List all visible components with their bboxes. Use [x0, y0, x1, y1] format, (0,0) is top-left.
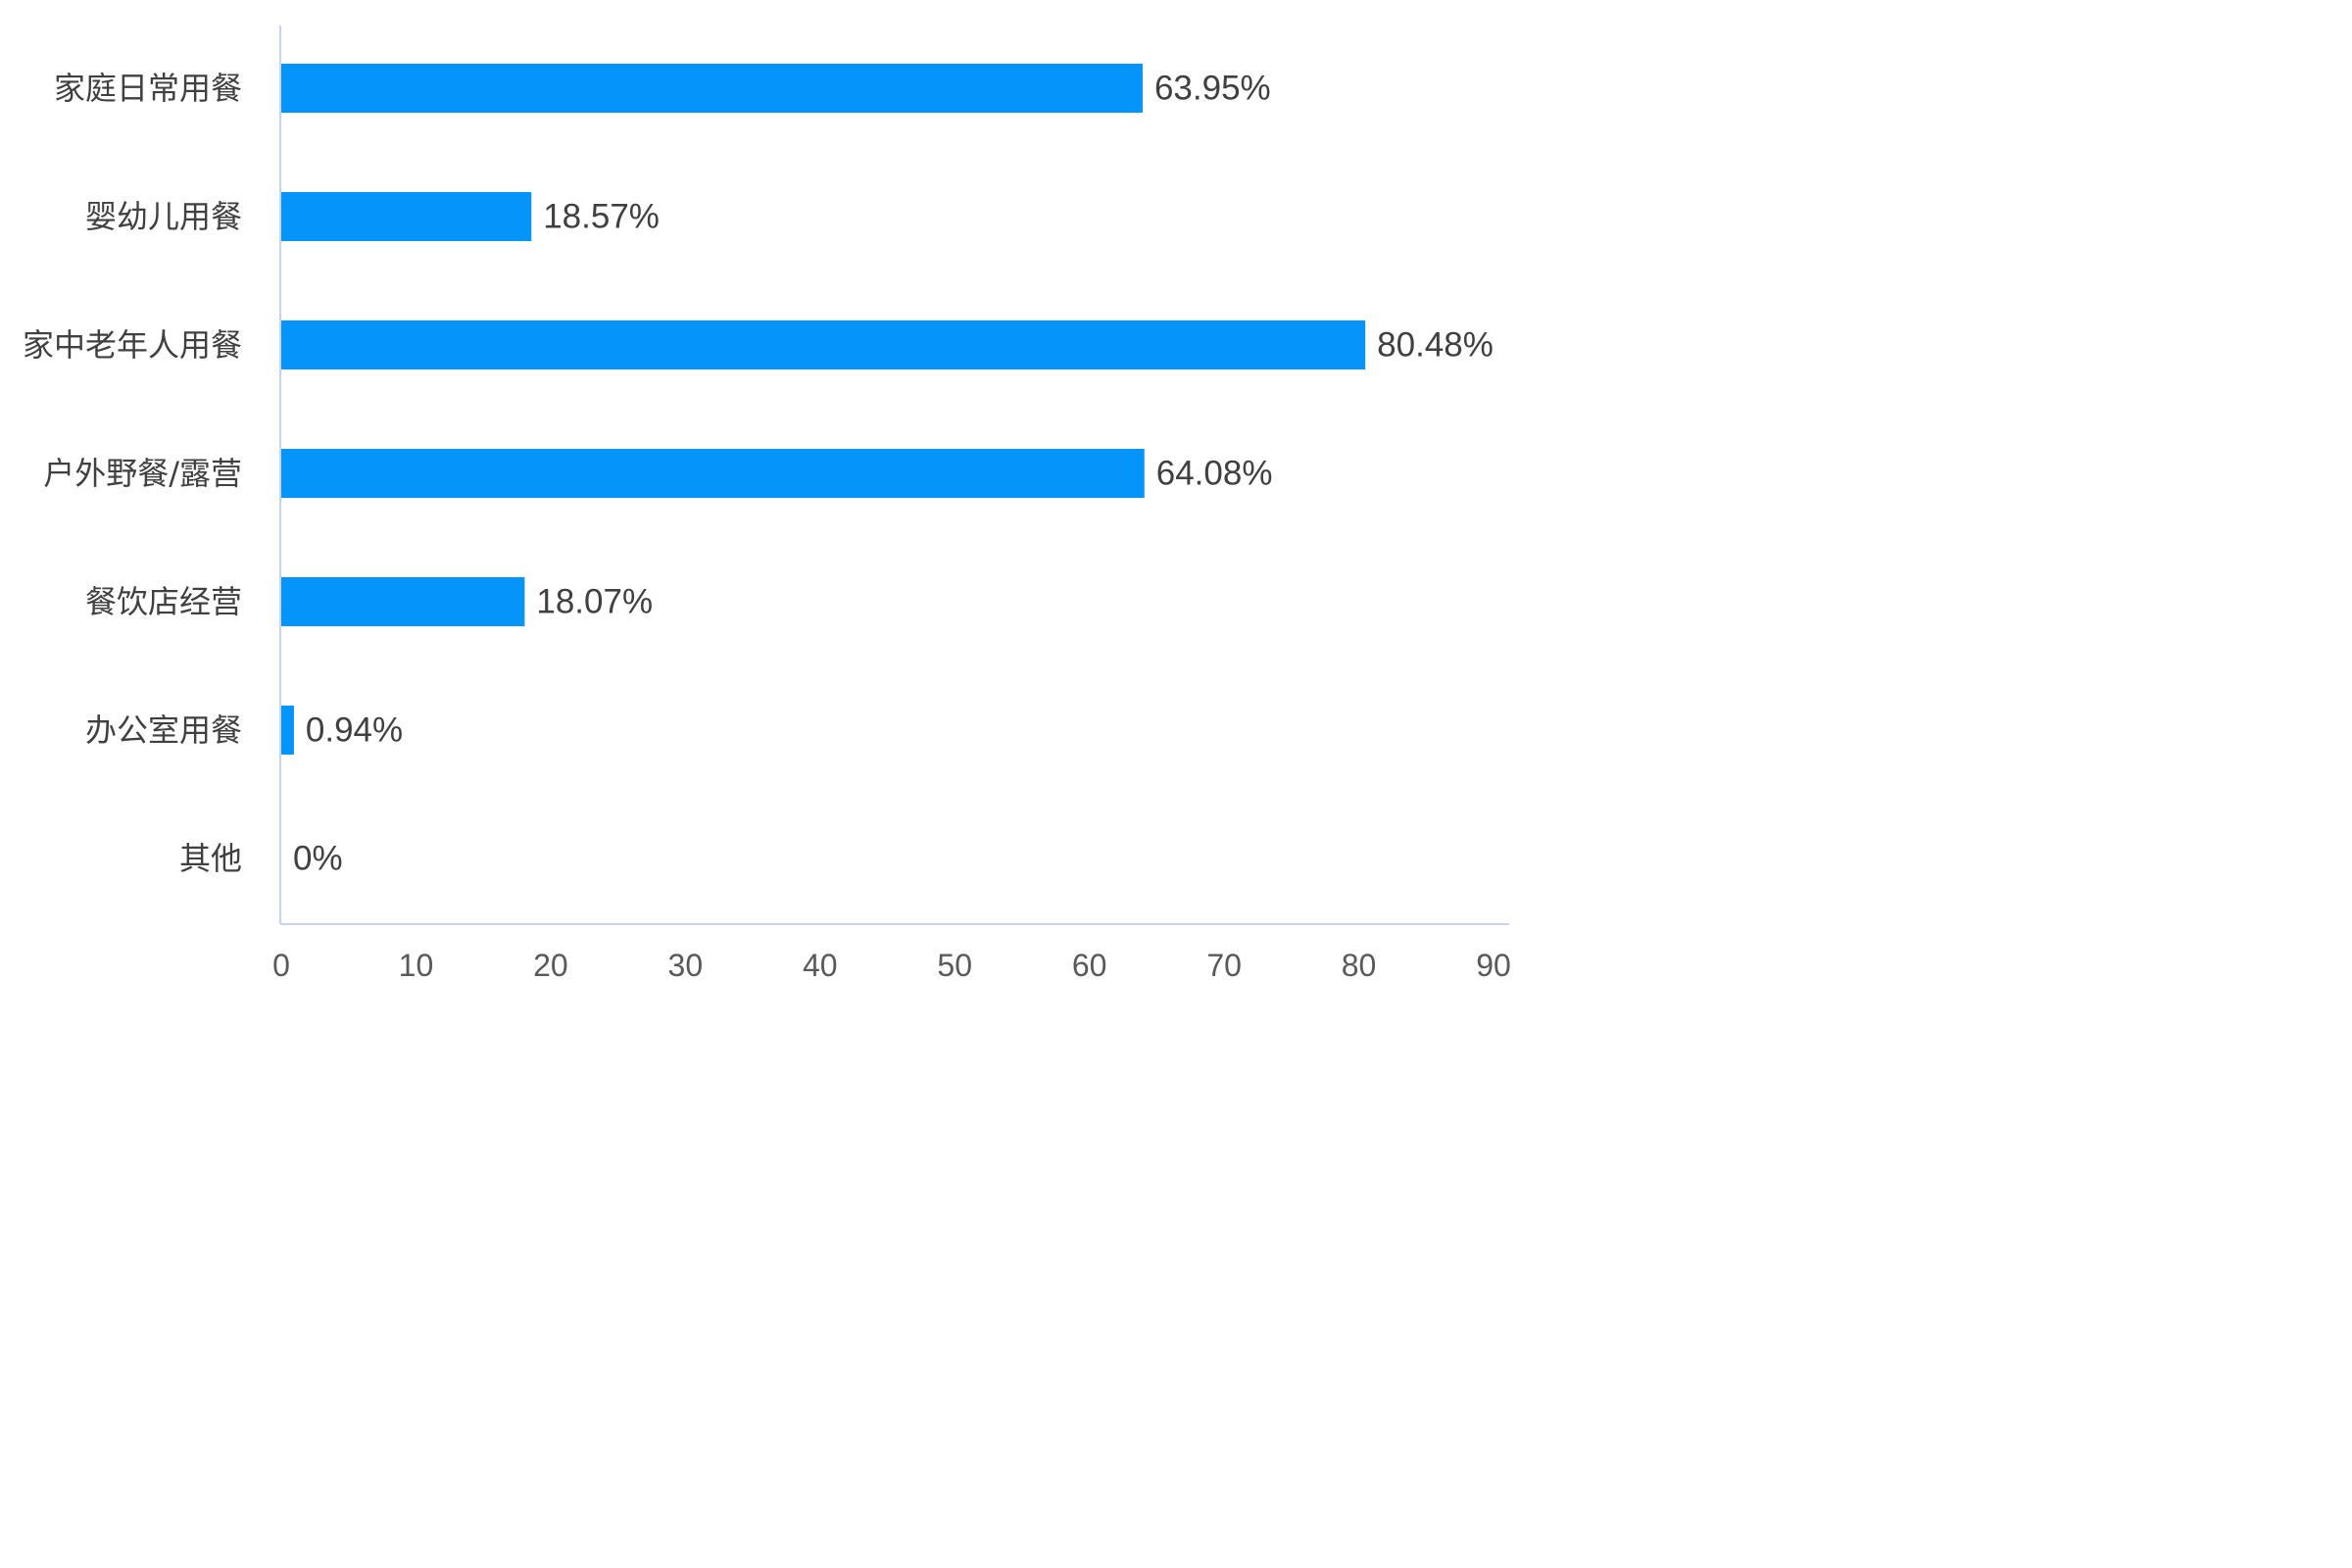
- x-tick-label: 20: [533, 948, 568, 983]
- bar: [281, 706, 294, 755]
- data-label: 0.94%: [306, 711, 403, 750]
- category-label: 家庭日常用餐: [54, 70, 242, 107]
- data-label: 18.07%: [536, 583, 653, 621]
- data-label: 64.08%: [1156, 455, 1273, 493]
- bar: [281, 192, 532, 241]
- x-tick-label: 80: [1342, 948, 1377, 983]
- x-tick-label: 90: [1476, 948, 1511, 983]
- bar: [281, 320, 1366, 369]
- x-tick-label: 30: [668, 948, 704, 983]
- category-label: 婴幼儿用餐: [85, 198, 242, 235]
- x-tick-label: 10: [399, 948, 434, 983]
- data-label: 0%: [293, 840, 343, 878]
- category-label: 其他: [179, 840, 242, 877]
- data-label: 80.48%: [1377, 326, 1494, 365]
- bar: [281, 577, 525, 626]
- x-tick-label: 0: [272, 948, 290, 983]
- bar: [281, 449, 1145, 498]
- data-label: 63.95%: [1154, 70, 1271, 108]
- x-tick-label: 40: [803, 948, 838, 983]
- x-tick-label: 70: [1206, 948, 1242, 983]
- data-label: 18.57%: [543, 198, 660, 236]
- category-label: 家中老年人用餐: [23, 326, 242, 364]
- category-label: 办公室用餐: [85, 711, 242, 749]
- category-label: 户外野餐/露营: [43, 455, 242, 492]
- x-tick-label: 60: [1072, 948, 1107, 983]
- bar-chart: 家庭日常用餐 63.95% 婴幼儿用餐 18.57% 家中老年人用餐 80.48% 户外野餐…: [23, 25, 1511, 983]
- chart-container: 家庭日常用餐 63.95% 婴幼儿用餐 18.57% 家中老年人用餐 80.48% 户外野餐…: [0, 0, 1537, 1024]
- bar: [281, 64, 1143, 113]
- x-tick-label: 50: [937, 948, 972, 983]
- category-label: 餐饮店经营: [85, 583, 242, 620]
